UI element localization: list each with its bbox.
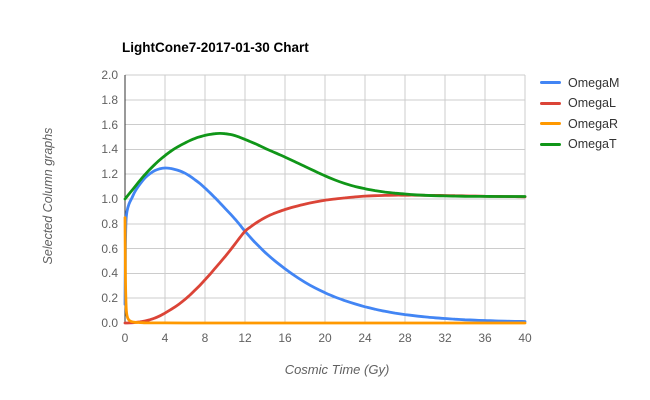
- y-tick-label: 1.6: [101, 117, 118, 132]
- x-tick-label: 12: [238, 331, 252, 345]
- x-tick-label: 24: [358, 331, 372, 345]
- y-tick-label: 0.4: [101, 266, 118, 281]
- y-tick-label: 1.4: [101, 142, 118, 157]
- y-tick-label: 1.0: [101, 192, 118, 206]
- x-tick-label: 0: [121, 331, 129, 345]
- legend-swatch-omegam: [540, 81, 561, 84]
- x-tick-label: 16: [278, 331, 292, 345]
- x-tick-label: 40: [518, 331, 532, 345]
- legend-label-omegal: OmegaL: [568, 96, 616, 110]
- legend-swatch-omegar: [540, 122, 561, 125]
- series-line-omegar: [123, 216, 527, 325]
- x-tick-label: 4: [161, 331, 169, 345]
- legend-label-omegam: OmegaM: [568, 75, 620, 90]
- x-tick-label: 28: [398, 331, 412, 345]
- y-axis-title: Selected Column graphs: [41, 127, 55, 265]
- series-line-omegat: [123, 132, 527, 201]
- y-tick-label: 1.2: [101, 167, 118, 182]
- legend-item-omegar[interactable]: OmegaR: [540, 116, 619, 131]
- x-axis-title: Cosmic Time (Gy): [284, 362, 390, 377]
- y-tick-label: 0.6: [101, 241, 118, 256]
- y-tick-label: 1.8: [101, 92, 118, 107]
- y-tick-label: 2.0: [101, 68, 118, 82]
- y-tick-label: 0.2: [101, 291, 118, 306]
- legend-item-omegat[interactable]: OmegaT: [540, 137, 619, 151]
- legend-swatch-omegal: [540, 101, 561, 105]
- x-tick-label: 36: [478, 331, 492, 345]
- legend-item-omegam[interactable]: OmegaM: [540, 75, 620, 90]
- legend-label-omegar: OmegaR: [568, 116, 619, 131]
- series-line-omegam: [123, 166, 527, 323]
- legend-label-omegat: OmegaT: [568, 137, 617, 151]
- x-tick-label: 8: [201, 331, 209, 345]
- chart-title: LightCone7-2017-01-30 Chart: [122, 40, 309, 55]
- legend: OmegaM OmegaL OmegaR OmegaT: [540, 76, 619, 158]
- y-tick-label: 0.0: [101, 316, 118, 330]
- x-tick-label: 32: [438, 331, 452, 345]
- x-tick-label: 20: [318, 331, 332, 345]
- legend-swatch-omegat: [540, 142, 561, 146]
- y-tick-label: 0.8: [101, 216, 118, 231]
- legend-item-omegal[interactable]: OmegaL: [540, 96, 619, 110]
